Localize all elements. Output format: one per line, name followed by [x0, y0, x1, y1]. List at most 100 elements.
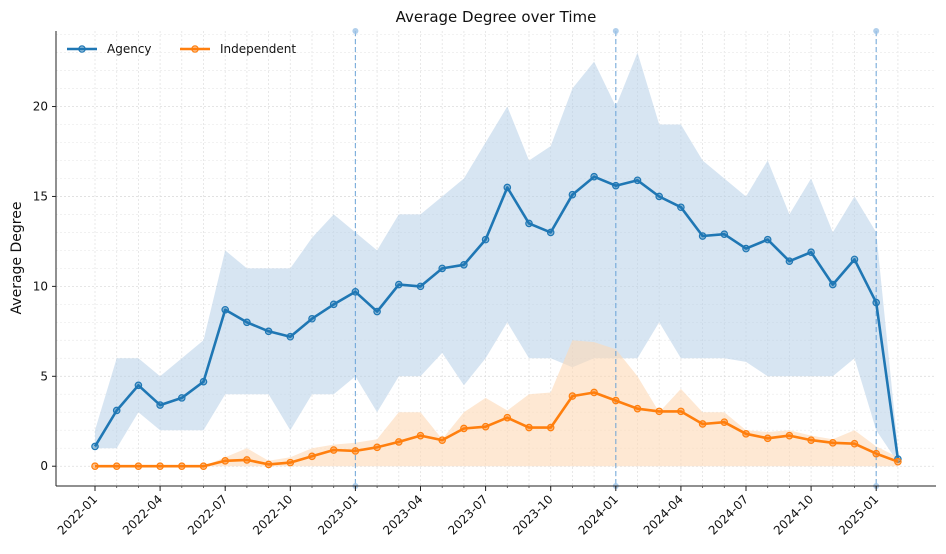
data-point-independent: [763, 434, 772, 443]
data-point-agency: [243, 318, 251, 327]
data-point-agency: [373, 307, 381, 316]
data-point-agency: [546, 228, 555, 237]
x-tick-label: 2022-10: [250, 492, 295, 537]
data-point-independent: [460, 424, 468, 433]
legend-marker-agency: [78, 45, 86, 53]
data-point-agency: [199, 377, 208, 386]
data-point-independent: [329, 446, 338, 454]
data-point-independent: [199, 462, 208, 471]
data-point-independent: [286, 458, 295, 467]
data-point-agency: [112, 406, 121, 415]
y-tick-label: 5: [40, 369, 48, 383]
x-tick-label: 2024-04: [641, 492, 686, 537]
data-point-agency: [178, 394, 186, 402]
reference-line-top-marker: [612, 28, 619, 34]
x-tick-label: 2022-04: [120, 492, 165, 537]
legend-label-independent: Independent: [220, 42, 296, 56]
data-point-agency: [308, 314, 316, 323]
x-tick-label: 2024-10: [771, 492, 816, 537]
confidence-bands: [95, 52, 898, 467]
x-tick-label: 2023-07: [445, 492, 490, 537]
data-point-agency: [568, 190, 577, 199]
legend: Agency Independent: [67, 42, 296, 56]
reference-line-top-marker: [352, 28, 359, 34]
data-point-independent: [872, 449, 881, 458]
data-point-agency: [156, 401, 164, 409]
data-point-independent: [698, 420, 707, 428]
data-point-independent: [807, 436, 815, 444]
data-point-independent: [416, 431, 425, 440]
x-tick-label: 2024-01: [576, 492, 621, 537]
band-agency: [95, 52, 898, 463]
chart-title: Average Degree over Time: [396, 8, 597, 26]
reference-line-top-marker: [873, 28, 880, 34]
x-tick-label: 2023-04: [380, 492, 425, 537]
data-point-independent: [590, 388, 598, 397]
data-point-independent: [720, 418, 729, 426]
data-point-agency: [763, 235, 772, 244]
data-point-independent: [112, 462, 121, 471]
data-point-agency: [329, 300, 338, 309]
x-tick-label: 2025-01: [836, 492, 881, 537]
reference-lines: [352, 28, 880, 489]
data-point-independent: [828, 439, 837, 447]
data-point-agency: [351, 287, 360, 296]
series-line-agency: [93, 175, 900, 460]
data-point-independent: [243, 456, 251, 464]
data-point-independent: [785, 431, 794, 440]
x-tick-label: 2023-01: [315, 492, 360, 537]
data-point-independent: [655, 407, 664, 416]
data-point-agency: [677, 203, 685, 212]
data-point-independent: [394, 438, 403, 446]
band-independent: [95, 340, 898, 467]
data-point-agency: [872, 298, 881, 307]
data-point-independent: [525, 423, 533, 432]
data-point-agency: [460, 260, 468, 269]
data-point-agency: [416, 282, 425, 291]
x-tick-label: 2022-07: [185, 492, 230, 537]
data-point-agency: [481, 235, 490, 244]
data-point-agency: [785, 257, 794, 265]
data-point-agency: [438, 264, 447, 273]
data-point-independent: [894, 457, 902, 466]
data-point-independent: [546, 423, 555, 432]
data-point-independent: [373, 443, 381, 452]
data-point-independent: [677, 407, 685, 416]
legend-marker-independent: [191, 45, 199, 53]
legend-label-agency: Agency: [107, 42, 152, 56]
data-point-independent: [742, 430, 750, 438]
data-point-agency: [698, 232, 707, 240]
data-point-agency: [720, 230, 729, 239]
data-point-agency: [91, 442, 99, 451]
data-point-independent: [503, 413, 512, 422]
data-point-independent: [308, 452, 316, 461]
data-point-agency: [655, 192, 664, 201]
series-lines: [91, 172, 902, 471]
data-point-agency: [611, 181, 620, 190]
data-point-independent: [568, 392, 577, 400]
y-tick-label: 15: [33, 189, 48, 203]
data-point-agency: [221, 305, 230, 314]
data-point-agency: [134, 381, 143, 390]
data-point-agency: [503, 183, 512, 192]
data-point-agency: [590, 172, 598, 181]
data-point-independent: [351, 447, 360, 455]
data-point-agency: [394, 280, 403, 289]
data-point-independent: [221, 457, 230, 465]
data-point-independent: [178, 462, 186, 471]
data-point-independent: [134, 462, 143, 471]
data-point-independent: [611, 396, 620, 405]
data-point-independent: [91, 462, 99, 471]
y-tick-label: 10: [33, 279, 48, 293]
x-tick-label: 2023-10: [510, 492, 555, 537]
data-point-agency: [742, 244, 750, 253]
data-point-independent: [850, 439, 859, 448]
data-point-agency: [633, 176, 642, 185]
data-point-independent: [264, 460, 273, 469]
data-point-agency: [264, 327, 273, 336]
data-point-independent: [633, 404, 642, 413]
data-point-agency: [286, 332, 295, 341]
data-point-agency: [807, 248, 815, 257]
data-point-agency: [828, 280, 837, 289]
